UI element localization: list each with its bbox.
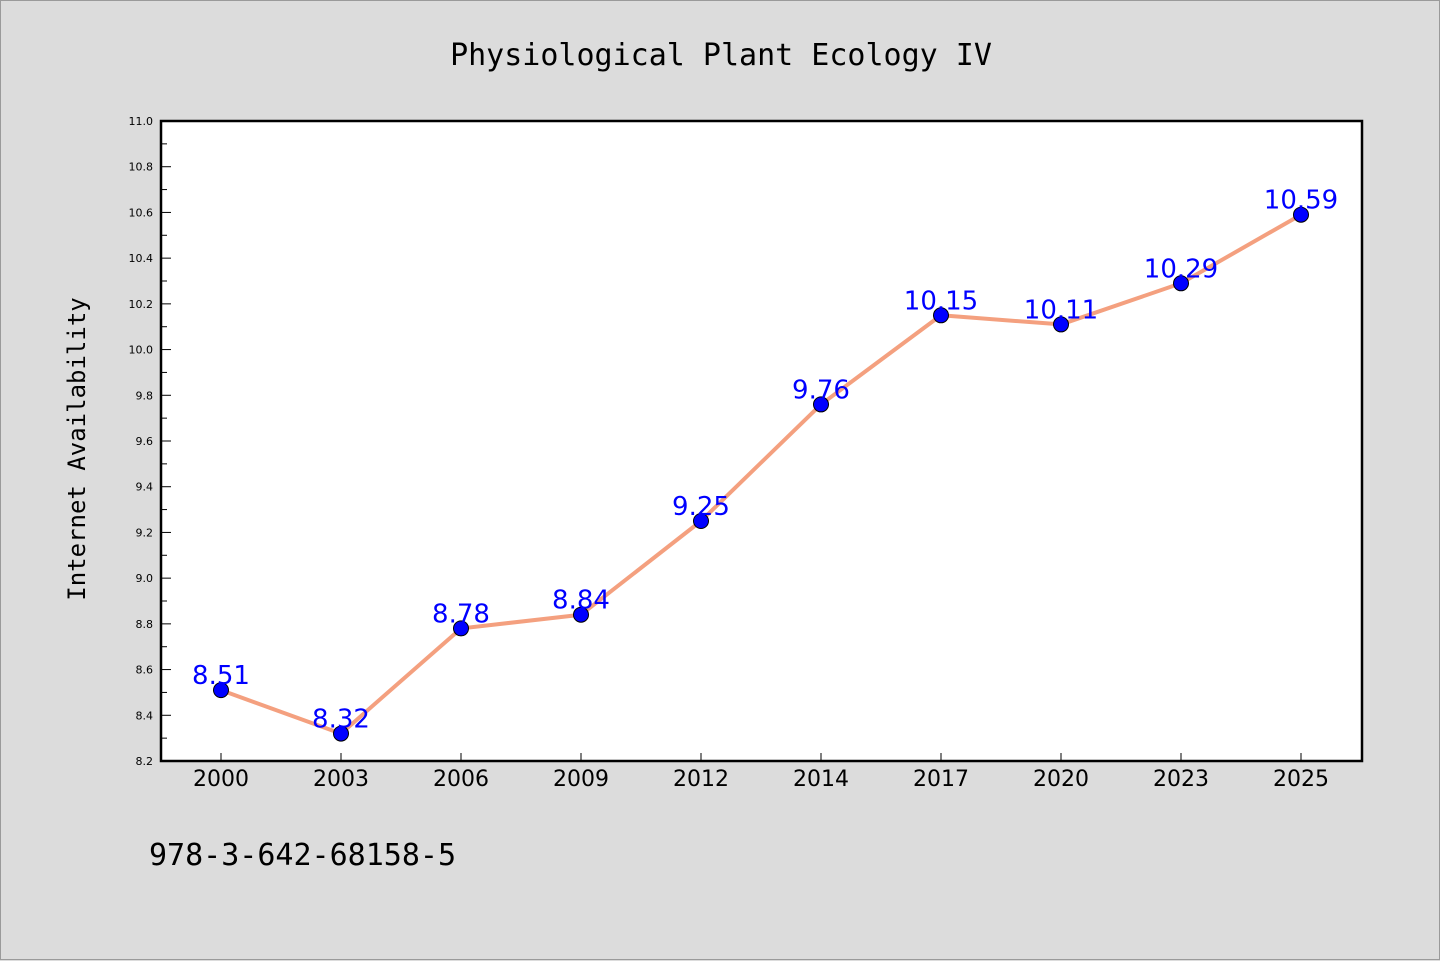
- data-label: 9.25: [672, 492, 730, 522]
- data-point: [813, 396, 829, 413]
- y-tick-label: 9.0: [136, 572, 154, 585]
- y-tick-label: 10.4: [129, 252, 154, 265]
- plot-border: [159, 119, 1364, 763]
- x-tick-label: 2012: [673, 767, 729, 792]
- data-point: [1173, 275, 1189, 292]
- data-point: [333, 725, 349, 742]
- y-tick-label: 9.8: [136, 389, 154, 402]
- x-tick-label: 2009: [553, 767, 609, 792]
- y-axis: 8.2 8.4 8.6 8.8 9.0 9.2 9.4 9.6 9.8 10.0 10.2 10.4 1…: [129, 115, 171, 768]
- data-point: [693, 513, 709, 529]
- isbn-text: 978-3-642-68158-5: [149, 838, 456, 873]
- x-axis: 2000 2003 2006 2009 2012 2014 2017 2020 2023 2025: [193, 753, 1329, 792]
- data-label: 8.51: [192, 661, 250, 691]
- data-point: [453, 620, 469, 637]
- y-axis-label: Internet Availability: [63, 297, 91, 600]
- x-tick-label: 2023: [1153, 767, 1209, 792]
- data-point: [1053, 316, 1069, 333]
- y-tick-label: 8.6: [136, 664, 154, 677]
- chart-title: Physiological Plant Ecology IV: [450, 38, 992, 73]
- data-point: [573, 606, 589, 623]
- data-label: 8.84: [552, 586, 610, 616]
- data-label: 10.11: [1024, 295, 1098, 325]
- y-tick-label: 9.4: [136, 481, 154, 494]
- y-tick-label: 8.8: [136, 618, 154, 631]
- x-tick-label: 2017: [913, 767, 969, 792]
- data-point: [933, 307, 949, 324]
- y-tick-label: 9.2: [136, 526, 154, 539]
- data-points: [213, 206, 1309, 742]
- series-line-group: [220, 212, 1302, 736]
- data-label: 10.15: [904, 286, 978, 316]
- data-label: 8.78: [432, 599, 490, 629]
- x-tick-label: 2000: [193, 767, 249, 792]
- x-tick-label: 2014: [793, 767, 849, 792]
- x-tick-label: 2006: [433, 767, 489, 792]
- y-tick-label: 8.4: [136, 709, 154, 722]
- series-line: [220, 212, 1302, 736]
- y-tick-label: 10.6: [129, 206, 154, 219]
- y-tick-label: 11.0: [129, 115, 154, 128]
- y-tick-label: 9.6: [136, 435, 154, 448]
- x-tick-label: 2025: [1273, 767, 1329, 792]
- data-label: 10.29: [1144, 254, 1218, 284]
- data-point: [213, 682, 229, 699]
- data-labels: 8.51 8.32 8.78 8.84 9.25 9.76 10.15 10.11 10.29 1…: [192, 186, 1338, 735]
- data-label: 10.59: [1264, 186, 1338, 216]
- y-tick-label: 10.2: [129, 298, 154, 311]
- y-tick-label: 10.8: [129, 161, 154, 174]
- x-tick-label: 2003: [313, 767, 369, 792]
- data-label: 8.32: [312, 705, 370, 735]
- data-label: 9.76: [792, 375, 850, 405]
- y-tick-label: 8.2: [136, 755, 154, 768]
- x-tick-label: 2020: [1033, 767, 1089, 792]
- data-point: [1293, 206, 1309, 223]
- plot-area: [161, 121, 1362, 761]
- y-tick-label: 10.0: [129, 344, 154, 357]
